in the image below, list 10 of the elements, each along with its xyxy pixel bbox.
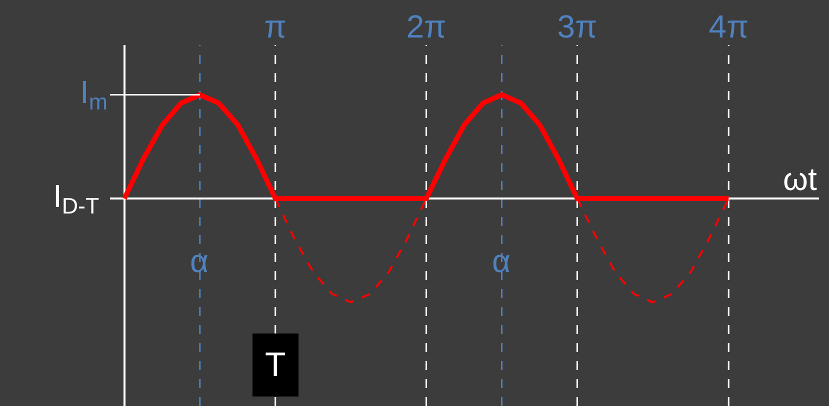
x-tick-label: 3π <box>557 8 598 45</box>
annotation: α <box>492 243 510 279</box>
x-axis-title: ωt <box>783 161 817 197</box>
x-tick-label: π <box>264 8 286 45</box>
annotation: T <box>265 346 286 384</box>
y-axis-title: I$_{D-T}$ <box>53 178 100 219</box>
annotation: α <box>190 243 208 279</box>
x-tick-label: 2π <box>406 8 446 45</box>
x-tick-label: 4π <box>708 8 749 45</box>
annotation: I$_{m}$ <box>80 74 108 115</box>
